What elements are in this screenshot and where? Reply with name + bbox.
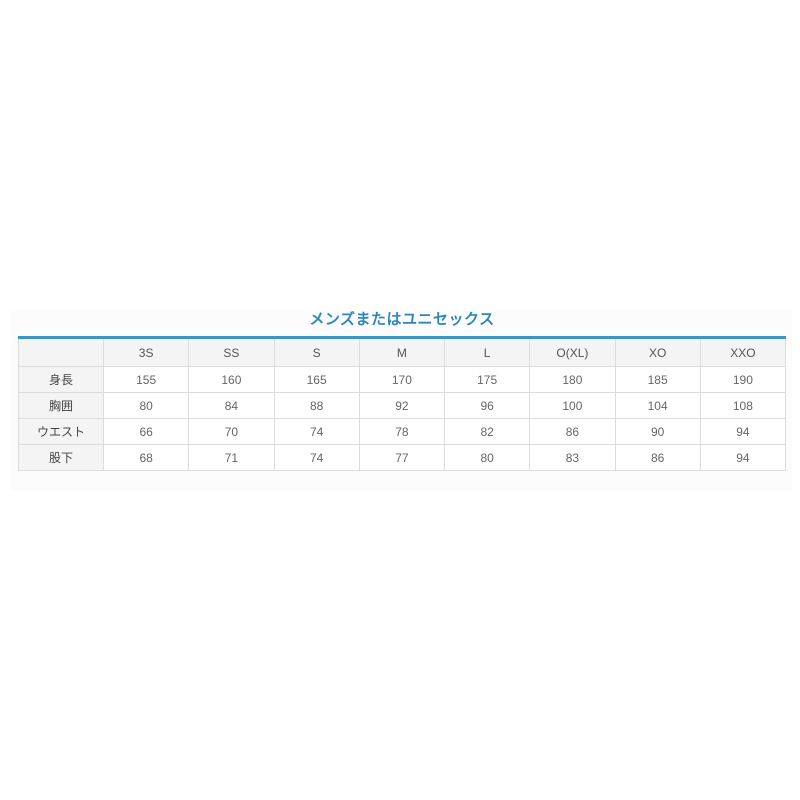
size-value-cell: 74 [273, 418, 360, 445]
size-value-cell: 84 [188, 392, 275, 419]
size-value-cell: 155 [102, 366, 190, 393]
size-value-cell: 185 [614, 366, 701, 393]
size-value-cell: 94 [699, 444, 787, 471]
size-chart-header: 3S SS S M L O(XL) XO XXO [18, 337, 787, 367]
column-header: SS [188, 337, 275, 367]
size-chart-title: メンズまたはユニセックス [309, 311, 495, 328]
header-row: 3S SS S M L O(XL) XO XXO [18, 337, 787, 367]
table-row: ウエスト 66 70 74 78 82 86 90 94 [18, 418, 787, 445]
size-value-cell: 104 [614, 392, 701, 419]
size-value-cell: 66 [102, 418, 190, 445]
column-header: XXO [699, 337, 787, 367]
size-value-cell: 190 [699, 366, 787, 393]
size-value-cell: 90 [614, 418, 701, 445]
row-label: ウエスト [18, 418, 104, 445]
size-value-cell: 175 [443, 366, 531, 393]
size-value-cell: 74 [273, 444, 360, 471]
size-value-cell: 77 [358, 444, 446, 471]
size-value-cell: 86 [529, 418, 616, 445]
column-header: M [358, 337, 446, 367]
column-header: 3S [102, 337, 190, 367]
size-value-cell: 88 [273, 392, 360, 419]
size-value-cell: 80 [102, 392, 190, 419]
size-value-cell: 160 [188, 366, 275, 393]
size-chart-table: 3S SS S M L O(XL) XO XXO 身長 155 160 165 170 175 180 18… [18, 336, 787, 471]
size-value-cell: 165 [273, 366, 360, 393]
size-value-cell: 94 [699, 418, 787, 445]
size-value-cell: 96 [443, 392, 531, 419]
size-value-cell: 78 [358, 418, 446, 445]
table-row: 股下 68 71 74 77 80 83 86 94 [18, 444, 787, 471]
size-value-cell: 68 [102, 444, 190, 471]
size-value-cell: 92 [358, 392, 446, 419]
size-value-cell: 100 [529, 392, 616, 419]
size-value-cell: 82 [443, 418, 531, 445]
table-row: 身長 155 160 165 170 175 180 185 190 [18, 366, 787, 393]
column-header: O(XL) [529, 337, 616, 367]
row-label: 股下 [18, 444, 104, 471]
row-label: 胸囲 [18, 392, 104, 419]
column-header: XO [614, 337, 701, 367]
table-row: 胸囲 80 84 88 92 96 100 104 108 [18, 392, 787, 419]
size-value-cell: 70 [188, 418, 275, 445]
size-value-cell: 71 [188, 444, 275, 471]
corner-cell [18, 337, 104, 367]
size-value-cell: 83 [529, 444, 616, 471]
size-value-cell: 86 [614, 444, 701, 471]
size-value-cell: 108 [699, 392, 787, 419]
size-value-cell: 80 [443, 444, 531, 471]
size-value-cell: 180 [529, 366, 616, 393]
column-header: L [443, 337, 531, 367]
size-chart-section: メンズまたはユニセックス 3S SS S M L O(XL) XO XXO 身長 155 160 1… [18, 309, 787, 471]
size-value-cell: 170 [358, 366, 446, 393]
column-header: S [273, 337, 360, 367]
row-label: 身長 [18, 366, 104, 393]
